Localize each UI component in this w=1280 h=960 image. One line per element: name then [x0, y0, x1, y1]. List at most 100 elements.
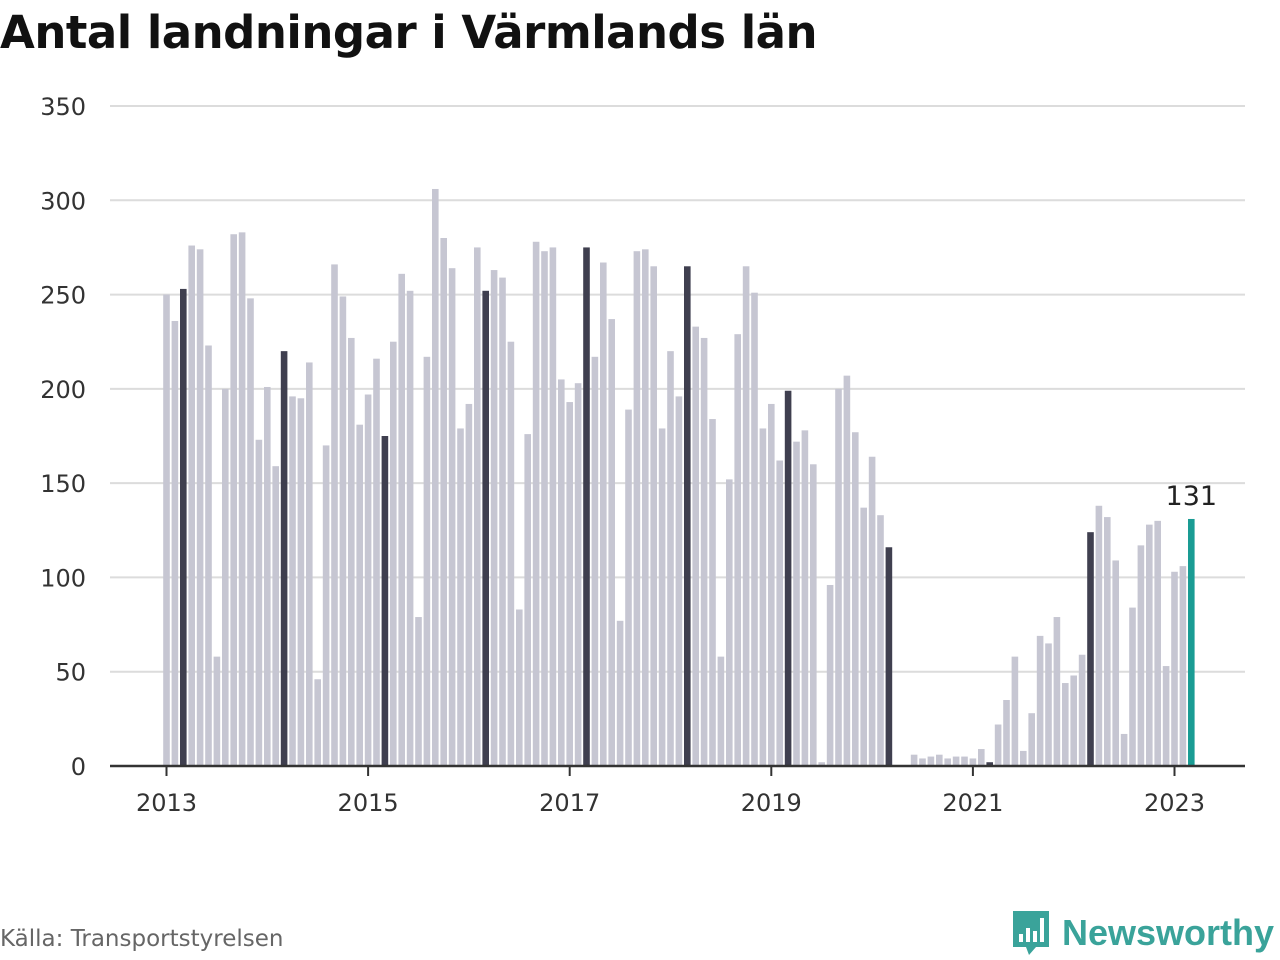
- annotations: 131: [1166, 481, 1218, 512]
- bar: [1120, 733, 1128, 766]
- bar: [633, 251, 641, 766]
- bar: [1162, 666, 1170, 766]
- bar: [1078, 654, 1086, 766]
- bar: [919, 758, 926, 766]
- x-axis: 2013 2015 2017 2019 2021 2023: [110, 764, 1245, 817]
- bar: [222, 388, 229, 766]
- bar: [969, 758, 977, 766]
- bar: [507, 341, 515, 766]
- bar: [1028, 713, 1035, 766]
- bar: [457, 428, 464, 766]
- bar: [163, 294, 170, 766]
- bar: [289, 396, 296, 766]
- bar: [440, 238, 447, 766]
- bar: [1095, 505, 1103, 766]
- bar: [616, 620, 624, 766]
- bar: [549, 247, 557, 766]
- bar: [658, 428, 666, 766]
- bar: [566, 402, 573, 766]
- bar: [810, 464, 817, 766]
- bar: [1171, 571, 1178, 766]
- bar: [247, 298, 254, 766]
- bar: [675, 396, 683, 766]
- bar: [348, 337, 355, 766]
- bar: [188, 245, 195, 767]
- bar: [692, 326, 699, 766]
- bar: [322, 445, 330, 766]
- bar: [885, 547, 893, 766]
- newsworthy-logo-icon: [1012, 911, 1049, 955]
- bar: [1112, 560, 1119, 766]
- bar: [936, 754, 943, 766]
- bar: [171, 320, 179, 766]
- bar: [474, 247, 481, 766]
- bar: [364, 394, 372, 766]
- bar: [961, 756, 968, 766]
- source-note: Källa: Transportstyrelsen: [0, 926, 284, 952]
- bar: [734, 334, 741, 766]
- bar: [835, 388, 842, 766]
- bar: [398, 273, 405, 766]
- bar: [759, 428, 767, 766]
- bar: [860, 507, 867, 766]
- y-tick-label: 350: [40, 93, 86, 121]
- bar: [524, 434, 531, 766]
- bar: [600, 262, 607, 766]
- bar: [356, 424, 363, 766]
- bar: [490, 270, 498, 766]
- x-tick-label: 2021: [942, 789, 1003, 817]
- bar: [381, 436, 389, 766]
- bar: [952, 756, 960, 766]
- bar: [700, 337, 708, 766]
- y-tick-label: 50: [55, 659, 86, 687]
- bar: [213, 656, 221, 766]
- bar: [180, 288, 187, 766]
- bar: [1020, 750, 1027, 766]
- bar: [1146, 524, 1153, 766]
- bars: [163, 188, 1195, 767]
- bar: [264, 386, 271, 766]
- bar: [516, 609, 523, 766]
- bar: [448, 268, 456, 766]
- bar: [255, 439, 263, 766]
- x-tick-label: 2015: [338, 789, 399, 817]
- y-tick-label: 150: [40, 470, 86, 498]
- y-tick-label: 250: [40, 282, 86, 310]
- bar: [205, 345, 212, 766]
- bar: [742, 266, 750, 766]
- y-tick-label: 200: [40, 376, 86, 404]
- bar: [1129, 607, 1136, 766]
- bar: [1154, 520, 1161, 766]
- x-tick-label: 2013: [136, 789, 197, 817]
- bar: [1137, 545, 1145, 766]
- bar: [684, 266, 691, 766]
- bar: [306, 362, 313, 766]
- bar: [726, 479, 733, 766]
- bar: [1070, 675, 1077, 766]
- bar: [944, 758, 951, 766]
- bar: [650, 266, 657, 766]
- bar: [625, 409, 632, 766]
- bar: [558, 379, 565, 766]
- bar: [978, 749, 985, 766]
- bar: [390, 341, 397, 766]
- bar: [406, 290, 414, 766]
- bar-latest: [1188, 518, 1195, 766]
- bar: [1104, 517, 1111, 766]
- bar: [852, 432, 859, 766]
- bar: [1045, 643, 1052, 766]
- bar: [1062, 683, 1069, 766]
- x-tick-label: 2023: [1144, 789, 1205, 817]
- bar: [314, 679, 321, 766]
- bar: [1179, 566, 1187, 766]
- bar: [574, 383, 582, 766]
- bar: [927, 756, 935, 766]
- bar: [339, 296, 347, 766]
- bar: [843, 375, 851, 766]
- bar: [532, 241, 540, 766]
- bar: [1036, 635, 1044, 766]
- brand[interactable]: Newsworthy: [1010, 908, 1274, 958]
- bar: [910, 754, 918, 766]
- bar: [1003, 700, 1010, 766]
